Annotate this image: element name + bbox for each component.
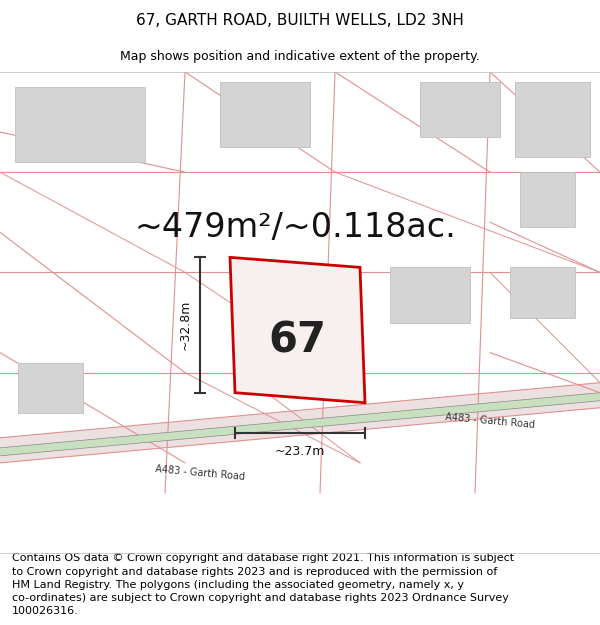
Bar xyxy=(510,268,575,318)
Text: A483 - Garth Road: A483 - Garth Road xyxy=(155,464,245,482)
Bar xyxy=(390,268,470,322)
Bar xyxy=(18,362,83,413)
Text: A483 - Garth Road: A483 - Garth Road xyxy=(445,412,535,430)
Text: 67: 67 xyxy=(269,319,326,361)
Bar xyxy=(420,82,500,137)
Bar xyxy=(520,172,575,227)
Text: 67, GARTH ROAD, BUILTH WELLS, LD2 3NH: 67, GARTH ROAD, BUILTH WELLS, LD2 3NH xyxy=(136,12,464,28)
Bar xyxy=(515,82,590,157)
Text: ~32.8m: ~32.8m xyxy=(179,300,192,350)
Text: ~23.7m: ~23.7m xyxy=(275,445,325,458)
Bar xyxy=(15,87,145,162)
Text: ~479m²/~0.118ac.: ~479m²/~0.118ac. xyxy=(134,211,456,244)
Bar xyxy=(220,82,310,147)
Polygon shape xyxy=(230,258,365,402)
Polygon shape xyxy=(0,382,600,463)
Text: Contains OS data © Crown copyright and database right 2021. This information is : Contains OS data © Crown copyright and d… xyxy=(12,553,514,616)
Polygon shape xyxy=(0,392,600,456)
Text: Map shows position and indicative extent of the property.: Map shows position and indicative extent… xyxy=(120,49,480,62)
